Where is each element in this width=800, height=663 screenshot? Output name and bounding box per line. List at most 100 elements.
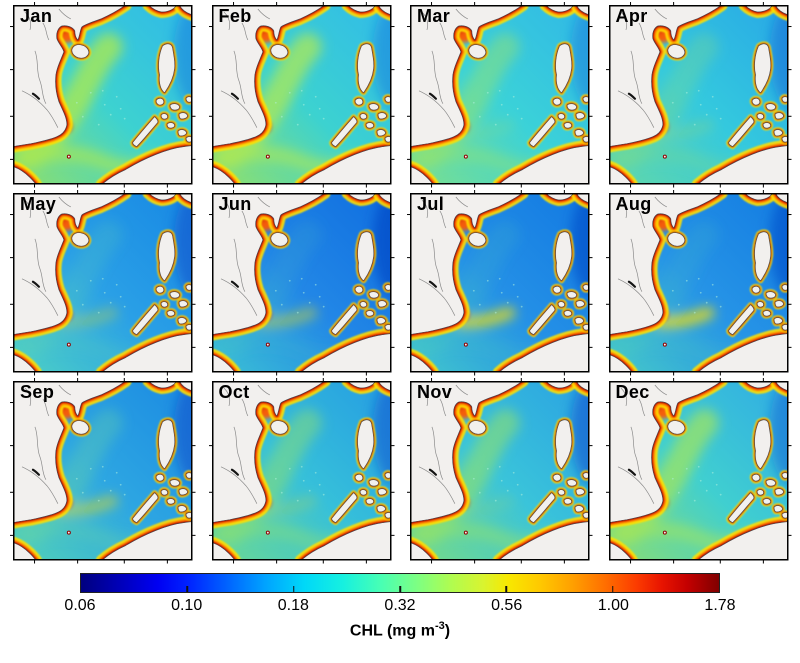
month-label: Feb: [218, 6, 252, 26]
panel-frame: [208, 2, 394, 188]
offshore-islet: [66, 154, 71, 159]
panel-frame: [10, 2, 196, 188]
map-panel-jan: Jan: [10, 2, 196, 188]
offshore-islet: [265, 530, 270, 535]
month-grid: Jan: [10, 2, 791, 564]
offshore-islet: [662, 154, 667, 159]
reef-specks: [274, 89, 325, 126]
reef-specks: [75, 465, 126, 502]
panel-frame: [208, 378, 394, 564]
month-label: Nov: [417, 382, 453, 402]
map-panel-feb: Feb: [208, 2, 394, 188]
colorbar-tick-label: 1.78: [704, 597, 736, 614]
map-panel-nov: Nov: [407, 378, 593, 564]
seasonal-water-features: [219, 5, 391, 168]
map-panel-oct: Oct: [208, 378, 394, 564]
offshore-islet: [463, 154, 468, 159]
offshore-islet: [66, 530, 71, 535]
colorbar-title-suffix: ): [444, 622, 451, 640]
colorbar-gradient: [81, 574, 719, 592]
map-feb: [208, 2, 394, 188]
seasonal-water-features: [418, 381, 589, 544]
offshore-islet: [265, 154, 270, 159]
seasonal-water-features: [616, 193, 788, 356]
colorbar-tick-label: 0.06: [64, 597, 96, 614]
map-panel-apr: Apr: [605, 2, 791, 188]
panel-frame: [407, 378, 593, 564]
reef-specks: [472, 277, 523, 314]
colorbar-tick: [186, 586, 189, 592]
colorbar-title-exponent: -3: [434, 620, 445, 632]
reef-specks: [274, 277, 325, 314]
seasonal-water-features: [418, 193, 589, 356]
reef-specks: [75, 89, 126, 126]
map-sep: [10, 378, 196, 564]
offshore-islet: [66, 342, 71, 347]
map-panel-may: May: [10, 190, 196, 376]
colorbar-tick-label: 0.18: [277, 597, 309, 614]
map-dec: [605, 378, 791, 564]
colorbar-title-text: CHL (mg m: [349, 622, 435, 640]
month-label: Jul: [417, 194, 445, 214]
map-panel-aug: Aug: [605, 190, 791, 376]
colorbar-tick-label: 0.10: [171, 597, 203, 614]
seasonal-water-features: [219, 193, 391, 356]
reef-specks: [472, 465, 523, 502]
map-panel-jun: Jun: [208, 190, 394, 376]
month-label: May: [20, 194, 57, 214]
colorbar-tick: [399, 586, 401, 592]
reef-specks: [472, 89, 523, 126]
month-label: Jun: [218, 194, 252, 214]
month-label: Oct: [218, 382, 250, 402]
map-may: [10, 190, 196, 376]
map-aug: [605, 190, 791, 376]
map-panel-dec: Dec: [605, 378, 791, 564]
reef-specks: [671, 465, 722, 502]
offshore-islet: [463, 530, 468, 535]
seasonal-water-features: [418, 5, 589, 168]
colorbar-tick: [505, 586, 508, 592]
panel-frame: [605, 378, 791, 564]
month-label: Dec: [615, 382, 650, 402]
map-panel-mar: Mar: [407, 2, 593, 188]
panel-frame: [407, 190, 593, 376]
seasonal-water-features: [21, 5, 192, 168]
colorbar: [80, 573, 720, 593]
colorbar-tick: [292, 586, 295, 592]
map-panel-sep: Sep: [10, 378, 196, 564]
map-apr: [605, 2, 791, 188]
month-label: Apr: [615, 6, 648, 26]
seasonal-water-features: [616, 5, 788, 168]
map-jul: [407, 190, 593, 376]
reef-specks: [274, 465, 325, 502]
panel-frame: [10, 378, 196, 564]
map-nov: [407, 378, 593, 564]
seasonal-water-features: [21, 381, 192, 544]
panel-frame: [10, 190, 196, 376]
month-label: Mar: [417, 6, 451, 26]
offshore-islet: [662, 342, 667, 347]
month-label: Jan: [20, 6, 53, 26]
colorbar-tick-label: 0.32: [384, 597, 416, 614]
month-label: Sep: [20, 382, 55, 402]
panel-frame: [605, 2, 791, 188]
month-label: Aug: [615, 194, 652, 214]
map-oct: [208, 378, 394, 564]
reef-specks: [671, 89, 722, 126]
colorbar-tick-label: 0.56: [491, 597, 523, 614]
map-jan: [10, 2, 196, 188]
colorbar-tick-label: 1.00: [597, 597, 629, 614]
panel-frame: [407, 2, 593, 188]
reef-specks: [671, 277, 722, 314]
panel-frame: [208, 190, 394, 376]
offshore-islet: [662, 530, 667, 535]
map-mar: [407, 2, 593, 188]
offshore-islet: [265, 342, 270, 347]
colorbar-tick: [611, 586, 614, 592]
seasonal-water-features: [616, 381, 788, 544]
offshore-islet: [463, 342, 468, 347]
colorbar-title: CHL (mg m-3): [0, 620, 800, 640]
seasonal-water-features: [21, 193, 192, 356]
map-panel-jul: Jul: [407, 190, 593, 376]
